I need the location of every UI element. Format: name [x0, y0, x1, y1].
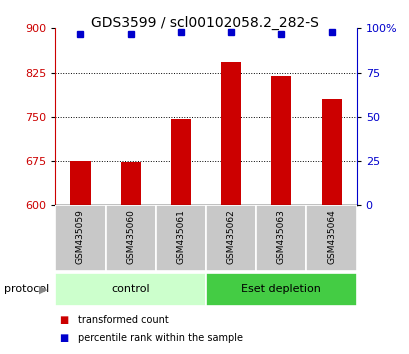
Text: Eset depletion: Eset depletion [241, 284, 321, 295]
Bar [120, 162, 140, 205]
Bar [220, 62, 240, 205]
Bar [70, 161, 90, 205]
Bar [105, 205, 155, 271]
Bar [55, 273, 205, 306]
Text: ■: ■ [59, 315, 69, 325]
Text: GSM435059: GSM435059 [76, 209, 85, 264]
Bar [271, 75, 291, 205]
Text: GSM435063: GSM435063 [276, 209, 285, 264]
Text: transformed count: transformed count [78, 315, 168, 325]
Text: ▶: ▶ [39, 284, 47, 295]
Bar [205, 273, 356, 306]
Text: control: control [111, 284, 150, 295]
Bar [55, 205, 105, 271]
Text: ■: ■ [59, 333, 69, 343]
Text: GSM435062: GSM435062 [226, 209, 235, 264]
Bar [321, 99, 341, 205]
Bar [155, 205, 205, 271]
Text: GSM435061: GSM435061 [176, 209, 185, 264]
Bar [205, 205, 256, 271]
Text: percentile rank within the sample: percentile rank within the sample [78, 333, 242, 343]
Text: GSM435064: GSM435064 [326, 209, 335, 264]
Bar [306, 205, 356, 271]
Bar [256, 205, 306, 271]
Bar [171, 119, 191, 205]
Text: protocol: protocol [4, 284, 49, 295]
Text: GDS3599 / scl00102058.2_282-S: GDS3599 / scl00102058.2_282-S [91, 16, 318, 30]
Text: GSM435060: GSM435060 [126, 209, 135, 264]
